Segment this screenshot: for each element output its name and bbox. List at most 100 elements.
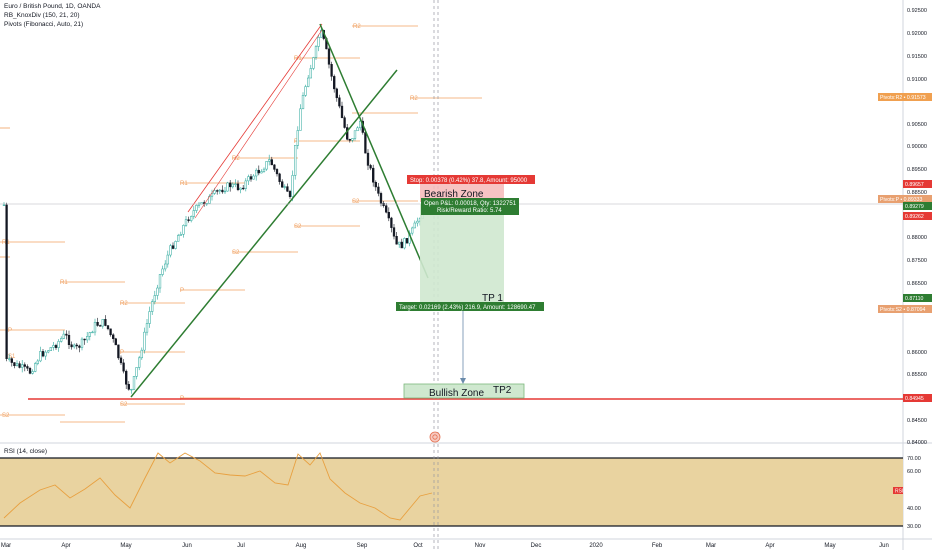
candle-body [216,190,219,192]
symbol-title[interactable]: Euro / British Pound, 1D, OANDA [4,3,101,10]
stop-label: Stop: 0.00378 (0.42%) 37.8, Amount: 9500… [410,178,528,184]
time-tick-label: Jun [879,543,889,549]
stop-label-bg [407,175,535,184]
tp2-text: TP2 [493,385,512,396]
green-downtrend-line[interactable] [319,23,429,279]
candle-body [132,376,136,390]
pivot-letter: R1 [180,181,188,187]
candle-body [122,362,125,372]
candle-body [54,345,58,348]
candle-body [338,97,341,107]
candle-body [10,358,13,363]
candle-body [109,328,112,336]
candle-body [283,186,286,188]
pivot-letter: R2 [232,156,240,162]
time-tick-label: Oct [413,543,423,549]
candle-body [23,364,26,367]
pivot-levels [0,25,482,423]
candle-body [372,167,375,183]
price-badges: Pivots:R2 • 0.91573 0.89657 Pivots:P • 0.8… [878,93,932,402]
candle-body [195,205,198,211]
candle-body [174,241,177,249]
price-badge [903,394,932,402]
pivot-letter: R1 [60,280,68,286]
rr-ratio-label: Risk/Reward Ratio: 5.74 [437,208,502,214]
time-tick-label: May [120,543,131,549]
candle-body [366,152,370,166]
price-tick-label: 0.87500 [907,258,927,264]
candle-body [304,86,307,96]
candle-body [62,333,65,339]
price-badge-label: 0.89279 [905,204,924,210]
red-channel-top[interactable] [187,23,323,213]
candle-body [343,117,346,128]
candle-body [359,120,362,129]
candle-body [229,182,232,188]
candle-body [145,323,149,333]
price-badge-label: 0.84945 [905,396,924,402]
candle-body [96,321,99,326]
candle-body [184,219,188,226]
price-axis[interactable]: 0.92500 0.92000 0.91500 0.91000 0.90500 0.900… [907,8,927,446]
price-badge [903,212,932,220]
time-tick-label: Jun [182,543,192,549]
rsi-axis[interactable]: 70.00 60.00 40.00 30.00 [907,456,921,530]
candle-body [405,238,409,244]
candle-body [385,205,388,213]
pivot-letter: P [8,328,12,334]
time-axis[interactable]: Mar Apr May Jun Jul Aug Sep Oct Nov Dec 2020 Feb Mar… [1,543,889,549]
candle-body [153,295,156,302]
candle-body [88,332,91,337]
candle-body [135,367,138,377]
candle-body [125,370,128,385]
candle-body [151,301,154,312]
indicator-pivots[interactable]: Pivots (Fibonacci, Auto, 21) [4,21,84,28]
rsi-line [3,452,433,521]
candle-body [340,105,344,118]
pivot-letter: P [120,350,124,356]
candle-body [364,132,367,154]
target-label: Target: 0.02169 (2.43%) 216.9, Amount: 1… [399,305,536,311]
time-tick-label: 2020 [589,543,603,549]
pivot-letter: S2 [294,224,302,230]
time-tick-label: Sep [357,543,368,549]
pivot-letter: R1 [294,56,302,62]
red-channel-bottom[interactable] [194,29,323,219]
candle-body [286,186,289,192]
event-marker-icon[interactable] [429,431,441,443]
rsi-tick-label: 30.00 [907,524,921,530]
green-support-line[interactable] [130,69,398,398]
candle-body [275,169,279,175]
candle-body [270,159,273,166]
candle-body [244,180,247,189]
candle-body [296,130,299,146]
profit-zone[interactable] [420,204,504,302]
candle-body [80,338,84,348]
price-tick-label: 0.84500 [907,418,927,424]
candle-body [143,331,146,351]
price-badge [878,305,932,313]
open-pnl-label-bg [421,198,519,215]
candle-body [187,219,190,221]
indicator-knoxdiv[interactable]: RB_KnoxDiv (150, 21, 20) [4,12,80,19]
candle-body [268,159,271,162]
time-tick-label: Feb [652,543,663,549]
candle-body [236,183,240,190]
pivot-letter: R2 [120,301,128,307]
candle-body [65,333,68,336]
bullish-zone-box[interactable] [403,383,525,399]
stop-loss-zone[interactable] [420,182,504,202]
candle-body [156,287,159,296]
candle-body [31,371,34,374]
candle-body [148,311,151,324]
candle-body [226,182,229,192]
rsi-title[interactable]: RSI (14, close) [4,448,47,455]
price-tick-label: 0.92500 [907,8,927,14]
candle-body [117,344,120,359]
candle-body [192,210,195,217]
candle-body [382,202,385,206]
candle-body [327,48,331,65]
candle-body [351,138,354,141]
candle-body [400,241,403,249]
